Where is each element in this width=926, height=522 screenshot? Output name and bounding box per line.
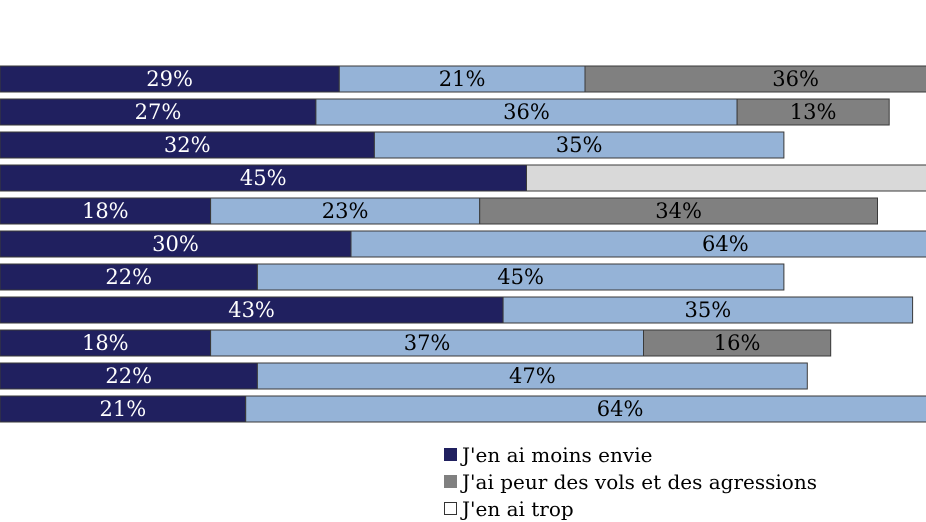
data-label-row1-series3: 36% xyxy=(772,67,819,91)
legend-label-moins-envie: J'en ai moins envie xyxy=(462,443,652,467)
data-label-row5-series3: 34% xyxy=(655,199,702,223)
data-label-row2-series1: 27% xyxy=(135,100,182,124)
data-label-row1-series2: 21% xyxy=(439,67,486,91)
legend-swatch-vols-agressions xyxy=(444,475,457,488)
data-label-row8-series1: 43% xyxy=(228,298,275,322)
legend-label-trop: J'en ai trop xyxy=(462,497,574,521)
legend-label-vols-agressions: J'ai peur des vols et des agressions xyxy=(462,470,817,494)
data-label-row2-series2: 36% xyxy=(503,100,550,124)
legend-swatch-trop xyxy=(444,502,457,515)
data-label-row5-series1: 18% xyxy=(82,199,129,223)
data-label-row8-series2: 35% xyxy=(685,298,732,322)
data-label-row7-series1: 22% xyxy=(105,265,152,289)
legend-item-trop: J'en ai trop xyxy=(444,495,817,522)
data-label-row10-series2: 47% xyxy=(509,364,556,388)
data-label-row3-series2: 35% xyxy=(556,133,603,157)
data-label-row5-series2: 23% xyxy=(322,199,369,223)
data-label-row9-series2: 37% xyxy=(404,331,451,355)
data-label-row6-series2: 64% xyxy=(702,232,749,256)
data-label-row11-series1: 21% xyxy=(100,397,147,421)
legend-item-vols-agressions: J'ai peur des vols et des agressions xyxy=(444,468,817,495)
data-label-row4-series1: 45% xyxy=(240,166,287,190)
legend-swatch-moins-envie xyxy=(444,448,457,461)
legend-item-moins-envie: J'en ai moins envie xyxy=(444,441,817,468)
chart-legend: J'en ai moins envie J'ai peur des vols e… xyxy=(444,441,817,522)
data-label-row9-series3: 16% xyxy=(714,331,761,355)
bar-segment-row11-series2 xyxy=(246,396,926,422)
data-label-row1-series1: 29% xyxy=(146,67,193,91)
bar-segment-row6-series2 xyxy=(351,231,926,257)
data-label-row10-series1: 22% xyxy=(105,364,152,388)
data-label-row6-series1: 30% xyxy=(152,232,199,256)
bar-segment-row1-series3 xyxy=(585,66,926,92)
data-label-row7-series2: 45% xyxy=(497,265,544,289)
data-label-row3-series1: 32% xyxy=(164,133,211,157)
data-label-row11-series2: 64% xyxy=(597,397,644,421)
bar-segment-row4-series4 xyxy=(527,165,926,191)
data-label-row2-series3: 13% xyxy=(790,100,837,124)
data-label-row9-series1: 18% xyxy=(82,331,129,355)
